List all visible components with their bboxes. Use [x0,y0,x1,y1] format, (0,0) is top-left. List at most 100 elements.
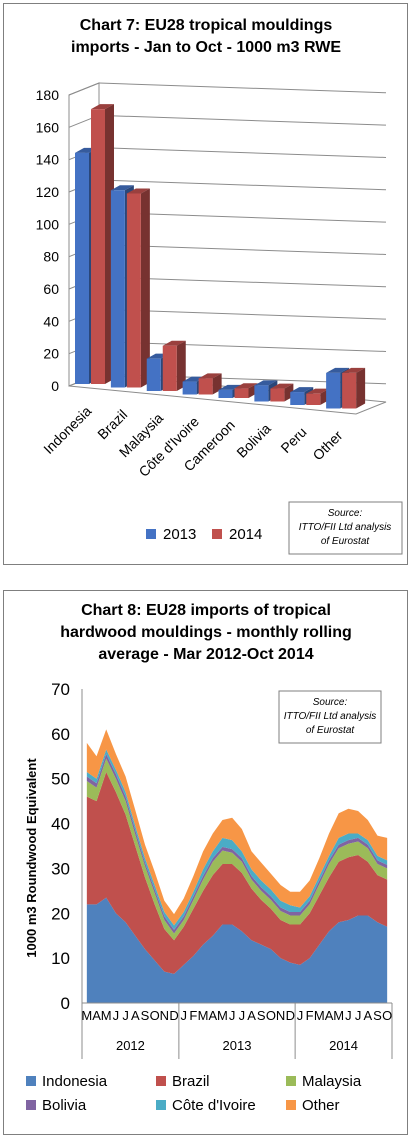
bar-top-brazil-2013 [110,185,134,191]
chart-7-source-box: Source: ITTO/FII Ltd analysis of Eurosta… [288,501,403,555]
bar-side-c-te-d-ivoire-2014 [212,373,222,395]
chart-7-gridline [98,147,387,158]
chart-8-month-label: J [355,1008,362,1023]
chart-8-month-label: J [239,1008,246,1023]
bar-top-peru-2014 [306,388,330,394]
chart-7-title-line-2: imports - Jan to Oct - 1000 m3 RWE [71,39,341,56]
chart-7-source-line-2: ITTO/FII Ltd analysis [299,522,392,533]
bar-other-2013 [326,372,341,409]
chart-8-y-tick-label: 30 [51,859,70,878]
bar-brazil-2013 [110,190,125,388]
legend-label-bolivia: Bolivia [42,1097,87,1114]
chart-8-title-line-1: Chart 8: EU28 imports of tropical [81,602,331,619]
chart-8-month-label: A [208,1008,217,1023]
chart-7-y-tick-label: 40 [43,313,59,329]
bar-top-cameroon-2013 [218,384,242,390]
chart-7-source-line-1: Source: [328,508,363,519]
bar-side-brazil-2014 [140,188,150,388]
legend-label-malaysia: Malaysia [302,1073,362,1090]
chart-7-svg: Chart 7: EU28 tropical mouldings imports… [36,17,403,555]
legend-label-brazil: Brazil [172,1073,210,1090]
bar-top-c-te-d-ivoire-2014 [198,373,222,379]
bar-indonesia-2014 [91,109,105,385]
bar-top-other-2013 [326,367,350,373]
chart-8-y-tick-label: 70 [51,680,70,699]
bar-bolivia-2014 [270,388,285,402]
chart-8-y-tick-label: 50 [51,770,70,789]
chart-7-y-tick-label: 120 [36,184,60,200]
chart-8-month-label: J [113,1008,120,1023]
chart-8-y-axis-label: 1000 m3 Roundwood Equivalent [24,758,39,958]
chart-8-month-label: J [122,1008,129,1023]
chart-7-y-tick-label: 140 [36,152,60,168]
chart-8-month-label: N [160,1008,169,1023]
chart-8-month-label: A [363,1008,372,1023]
chart-8-month-label: J [297,1008,304,1023]
chart-8-y-tick-label: 20 [51,904,70,923]
chart-8-source-box: Source: ITTO/FII Ltd analysis of Eurosta… [278,690,382,744]
chart-8-panel: Chart 8: EU28 imports of tropical hardwo… [3,590,408,1135]
chart-8-month-label: J [345,1008,352,1023]
bar-indonesia-2013 [75,152,89,384]
chart-7-legend: 2013 2014 [146,526,262,543]
legend-swatch-2013 [146,529,156,539]
chart-7-y-tick-label: 20 [43,346,59,362]
area-other [86,729,388,926]
bar-malaysia-2013 [146,358,161,391]
legend-swatch-other [286,1100,296,1110]
chart-8-month-label: F [189,1008,197,1023]
bar-side-malaysia-2014 [176,340,186,391]
bar-c-te-d-ivoire-2014 [198,378,213,395]
chart-8-month-label: M [198,1008,209,1023]
chart-8-month-label: M [314,1008,325,1023]
chart-7-panel: Chart 7: EU28 tropical mouldings imports… [3,3,408,565]
chart-8-month-label: J [229,1008,236,1023]
chart-8-svg: Chart 8: EU28 imports of tropical hardwo… [24,602,393,1114]
bar-top-indonesia-2014 [91,104,114,110]
chart-8-legend: Indonesia Brazil Malaysia Bolivia Côte d… [26,1073,362,1114]
chart-8-month-label: N [276,1008,285,1023]
bar-bolivia-2013 [254,385,269,402]
bar-top-brazil-2014 [126,188,150,194]
chart-8-source-line-3: of Eurostat [306,725,356,736]
legend-label-indonesia: Indonesia [42,1073,108,1090]
bar-top-cameroon-2014 [234,383,258,389]
chart-8-month-label: S [141,1008,150,1023]
bar-side-other-2014 [356,367,366,409]
chart-8-month-label: A [131,1008,140,1023]
chart-8-year-label-2014: 2014 [329,1038,358,1053]
chart-8-month-label: A [325,1008,334,1023]
chart-7-gridline [98,82,387,94]
chart-8-month-label: S [373,1008,382,1023]
chart-8-month-label: D [169,1008,178,1023]
legend-swatch-bolivia [26,1100,36,1110]
legend-label-2014: 2014 [229,526,262,543]
chart-7-x-label-bolivia: Bolivia [233,420,274,461]
chart-8-month-label: M [333,1008,344,1023]
chart-7-source-line-3: of Eurostat [321,536,371,547]
legend-swatch-brazil [156,1076,166,1086]
chart-8-title-line-2: hardwood mouldings - monthly rolling [60,624,352,641]
chart-7-gridline [98,114,387,126]
legend-swatch-cote-divoire [156,1100,166,1110]
chart-8-month-label: A [247,1008,256,1023]
chart-8-y-tick-label: 40 [51,815,70,834]
chart-7-y-tick-label: 0 [51,378,59,394]
chart-8-month-label: O [266,1008,276,1023]
chart-7-gridline [98,179,387,191]
area-brazil [86,771,388,974]
chart-8-month-label: J [180,1008,187,1023]
bar-cameroon-2014 [234,388,249,398]
legend-label-other: Other [302,1097,340,1114]
chart-7-x-label-peru: Peru [277,424,309,456]
chart-7-x-label-indonesia: Indonesia [40,403,94,457]
bar-c-te-d-ivoire-2013 [182,381,197,395]
bar-cameroon-2013 [218,389,233,398]
chart-7-y-tick-label: 60 [43,281,59,297]
legend-swatch-2014 [212,529,222,539]
chart-7-y-tick-label: 80 [43,249,59,265]
chart-8-month-label: D [286,1008,295,1023]
chart-8-month-label: O [382,1008,392,1023]
